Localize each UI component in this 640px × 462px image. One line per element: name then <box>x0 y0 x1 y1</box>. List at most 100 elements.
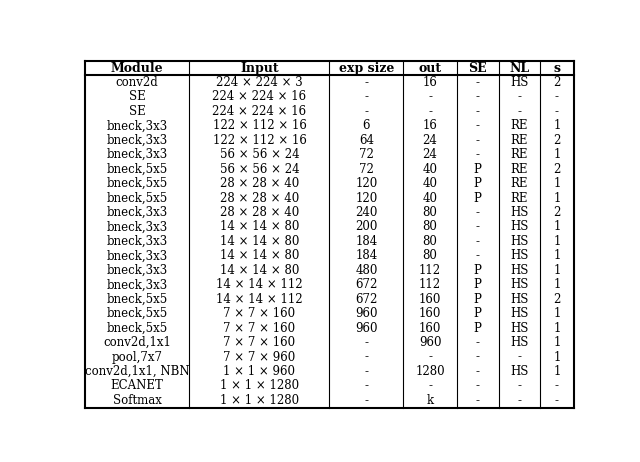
Text: bneck,3x3: bneck,3x3 <box>106 206 168 219</box>
Text: 7 × 7 × 160: 7 × 7 × 160 <box>223 336 296 349</box>
Text: 14 × 14 × 112: 14 × 14 × 112 <box>216 278 303 291</box>
Text: bneck,3x3: bneck,3x3 <box>106 235 168 248</box>
Text: -: - <box>476 336 480 349</box>
Text: 80: 80 <box>422 220 438 233</box>
Text: 2: 2 <box>553 76 561 89</box>
Text: 1: 1 <box>553 249 561 262</box>
Text: 200: 200 <box>355 220 378 233</box>
Text: -: - <box>476 351 480 364</box>
Text: HS: HS <box>510 307 529 320</box>
Text: HS: HS <box>510 365 529 378</box>
Text: SE: SE <box>129 105 145 118</box>
Text: 14 × 14 × 80: 14 × 14 × 80 <box>220 220 299 233</box>
Text: 7 × 7 × 160: 7 × 7 × 160 <box>223 307 296 320</box>
Text: -: - <box>364 365 369 378</box>
Text: 24: 24 <box>422 134 438 147</box>
Text: Softmax: Softmax <box>113 394 162 407</box>
Text: 1: 1 <box>553 119 561 132</box>
Text: P: P <box>474 322 482 334</box>
Text: bneck,3x3: bneck,3x3 <box>106 134 168 147</box>
Text: 80: 80 <box>422 206 438 219</box>
Text: 2: 2 <box>553 206 561 219</box>
Text: 224 × 224 × 16: 224 × 224 × 16 <box>212 91 307 103</box>
Text: -: - <box>364 91 369 103</box>
Text: SE: SE <box>468 61 487 74</box>
Text: 16: 16 <box>422 76 438 89</box>
Text: SE: SE <box>129 91 145 103</box>
Text: HS: HS <box>510 293 529 306</box>
Text: -: - <box>476 148 480 161</box>
Text: 40: 40 <box>422 163 438 176</box>
Text: -: - <box>555 394 559 407</box>
Text: 2: 2 <box>553 293 561 306</box>
Text: -: - <box>476 91 480 103</box>
Text: RE: RE <box>511 119 528 132</box>
Text: P: P <box>474 163 482 176</box>
Text: HS: HS <box>510 206 529 219</box>
Text: 112: 112 <box>419 264 441 277</box>
Text: -: - <box>555 105 559 118</box>
Text: 6: 6 <box>363 119 370 132</box>
Text: HS: HS <box>510 249 529 262</box>
Text: 160: 160 <box>419 307 442 320</box>
Text: 80: 80 <box>422 235 438 248</box>
Text: bneck,5x5: bneck,5x5 <box>106 192 168 205</box>
Text: 14 × 14 × 80: 14 × 14 × 80 <box>220 249 299 262</box>
Text: ECANET: ECANET <box>111 379 164 392</box>
Text: RE: RE <box>511 134 528 147</box>
Text: 40: 40 <box>422 177 438 190</box>
Text: 56 × 56 × 24: 56 × 56 × 24 <box>220 163 300 176</box>
Text: 40: 40 <box>422 192 438 205</box>
Text: 672: 672 <box>355 293 378 306</box>
Text: 160: 160 <box>419 322 442 334</box>
Text: -: - <box>428 105 432 118</box>
Text: 7 × 7 × 160: 7 × 7 × 160 <box>223 322 296 334</box>
Text: HS: HS <box>510 336 529 349</box>
Text: 28 × 28 × 40: 28 × 28 × 40 <box>220 206 299 219</box>
Text: 672: 672 <box>355 278 378 291</box>
Text: -: - <box>476 220 480 233</box>
Text: bneck,3x3: bneck,3x3 <box>106 148 168 161</box>
Text: conv2d,1x1: conv2d,1x1 <box>103 336 171 349</box>
Text: -: - <box>364 105 369 118</box>
Text: -: - <box>476 134 480 147</box>
Text: 7 × 7 × 960: 7 × 7 × 960 <box>223 351 296 364</box>
Text: 120: 120 <box>355 177 378 190</box>
Text: P: P <box>474 293 482 306</box>
Text: 1: 1 <box>553 264 561 277</box>
Text: -: - <box>476 365 480 378</box>
Text: RE: RE <box>511 163 528 176</box>
Text: 120: 120 <box>355 192 378 205</box>
Text: -: - <box>364 76 369 89</box>
Text: 72: 72 <box>359 163 374 176</box>
Text: 1: 1 <box>553 220 561 233</box>
Text: bneck,3x3: bneck,3x3 <box>106 264 168 277</box>
Text: bneck,3x3: bneck,3x3 <box>106 220 168 233</box>
Text: bneck,3x3: bneck,3x3 <box>106 119 168 132</box>
Text: -: - <box>518 91 522 103</box>
Text: HS: HS <box>510 264 529 277</box>
Text: 1: 1 <box>553 192 561 205</box>
Text: pool,7x7: pool,7x7 <box>111 351 163 364</box>
Text: RE: RE <box>511 192 528 205</box>
Text: P: P <box>474 278 482 291</box>
Text: 122 × 112 × 16: 122 × 112 × 16 <box>212 119 307 132</box>
Text: bneck,5x5: bneck,5x5 <box>106 163 168 176</box>
Text: P: P <box>474 264 482 277</box>
Text: 960: 960 <box>419 336 442 349</box>
Text: -: - <box>555 91 559 103</box>
Text: 1280: 1280 <box>415 365 445 378</box>
Text: out: out <box>419 61 442 74</box>
Text: -: - <box>518 351 522 364</box>
Text: HS: HS <box>510 278 529 291</box>
Text: 160: 160 <box>419 293 442 306</box>
Text: -: - <box>476 76 480 89</box>
Text: 1: 1 <box>553 278 561 291</box>
Text: conv2d: conv2d <box>116 76 159 89</box>
Text: HS: HS <box>510 76 529 89</box>
Text: bneck,3x3: bneck,3x3 <box>106 278 168 291</box>
Text: bneck,5x5: bneck,5x5 <box>106 177 168 190</box>
Text: -: - <box>428 379 432 392</box>
Text: Input: Input <box>240 61 279 74</box>
Text: -: - <box>476 105 480 118</box>
